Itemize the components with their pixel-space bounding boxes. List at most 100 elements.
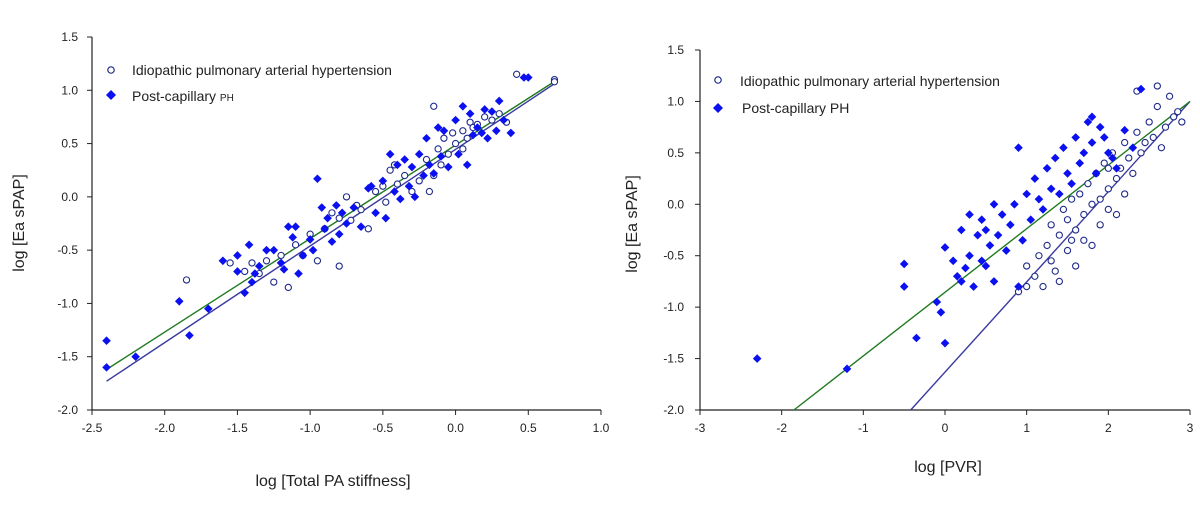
left-iph-point <box>262 257 271 265</box>
right-iph-point <box>1059 205 1068 214</box>
left-iph-point <box>347 216 355 224</box>
left-iph-fit-line <box>106 81 558 382</box>
right-y-tick-label: 0.5 <box>667 146 684 160</box>
left-x-tick-label: -1.5 <box>227 421 248 435</box>
left-x-tick-label: 0.5 <box>520 421 537 435</box>
right-iph-point <box>1055 277 1063 286</box>
left-post-capillary-point <box>407 162 417 172</box>
left-post-capillary-point <box>102 363 111 372</box>
right-iph-point <box>1149 133 1157 142</box>
left-post-capillary-point <box>204 304 213 314</box>
left-post-capillary-point <box>298 251 308 260</box>
right-post-capillary-point <box>1071 133 1080 142</box>
left-iph-point <box>430 102 438 110</box>
right-post-capillary-point <box>1136 84 1146 94</box>
left-post-capillary-point <box>131 352 140 362</box>
right-iph-point <box>1137 149 1145 157</box>
left-post-capillary-point <box>404 181 414 191</box>
right-x-tick-label: -1 <box>858 421 869 435</box>
left-post-capillary-point <box>390 187 399 196</box>
chart-pvr: -2.0 -1.5 -1.0 -0.5 0.0 0.5 1.0 1.5 -3 -2 -1 0 1 2 3 l… <box>624 43 1194 476</box>
left-post-capillary-point <box>174 296 184 306</box>
right-iph-point <box>1063 246 1072 255</box>
left-legend-post-marker <box>106 90 116 100</box>
left-post-capillary-point <box>468 130 478 140</box>
left-iph-point <box>291 241 300 249</box>
left-post-capillary-point <box>356 222 366 231</box>
right-x-axis-title: log [PVR] <box>914 459 982 476</box>
right-post-capillary-point <box>1067 179 1076 189</box>
right-iph-point <box>1121 190 1129 198</box>
left-y-axis-title: log [Ea sPAP] <box>11 174 28 272</box>
left-post-capillary-point <box>506 128 516 138</box>
left-iph-point <box>495 110 503 118</box>
left-post-capillary-point <box>332 201 341 210</box>
right-post-capillary-point <box>1018 235 1027 245</box>
right-post-capillary-point <box>1108 153 1117 163</box>
left-iph-point <box>434 145 442 153</box>
right-iph-point <box>1145 118 1153 126</box>
right-x-tick-label: 1 <box>1023 421 1030 435</box>
right-post-capillary-point <box>752 354 762 363</box>
left-post-capillary-point <box>349 203 359 212</box>
right-iph-point <box>1047 221 1055 229</box>
right-iph-point <box>1104 164 1112 172</box>
left-iph-point <box>393 180 402 188</box>
left-iph-point <box>481 113 489 121</box>
left-post-capillary-point <box>323 213 332 223</box>
right-iph-point <box>1072 226 1080 234</box>
left-x-tick-label: -1.0 <box>300 421 321 435</box>
right-iph-point <box>1088 200 1096 208</box>
right-post-capillary-point <box>997 210 1007 219</box>
left-post-capillary-point <box>366 181 376 191</box>
right-iph-point <box>1153 82 1161 90</box>
right-post-capillary-point <box>981 225 991 235</box>
right-iph-point <box>1121 138 1129 147</box>
left-post-capillary-point <box>364 184 373 193</box>
left-post-capillary-point <box>462 160 472 170</box>
left-post-capillary-point <box>305 235 315 244</box>
left-iph-point <box>284 283 292 292</box>
right-post-capillary-point <box>1120 125 1129 135</box>
left-iph-point <box>437 161 445 169</box>
left-iph-point <box>270 278 278 286</box>
right-iph-point <box>1141 138 1149 147</box>
right-iph-point <box>1096 221 1104 229</box>
left-post-capillary-point <box>400 155 409 164</box>
left-iph-point <box>182 276 191 284</box>
right-y-tick-label: 1.5 <box>667 43 684 57</box>
right-iph-point <box>1170 113 1178 121</box>
right-post-capillary-point <box>948 256 958 266</box>
right-iph-point <box>1133 128 1141 136</box>
left-post-capillary-point <box>240 288 249 298</box>
right-post-capillary-point <box>1014 143 1023 153</box>
left-iph-point <box>415 177 423 185</box>
left-iph-point <box>335 262 343 270</box>
left-post-capillary-fit-line <box>106 79 558 371</box>
right-iph-point <box>1076 190 1084 198</box>
left-post-capillary-point <box>102 336 111 346</box>
left-iph-point <box>386 166 394 174</box>
right-iph-point <box>1161 123 1170 131</box>
left-post-capillary-point <box>233 267 242 276</box>
left-legend: Idiopathic pulmonary arterial hypertensi… <box>106 62 392 104</box>
right-iph-point <box>1125 154 1133 162</box>
right-iph-point <box>1100 159 1108 167</box>
left-iph-point <box>364 225 372 233</box>
right-iph-point <box>1055 231 1063 239</box>
left-post-capillary-point <box>327 237 337 246</box>
left-iph-point <box>248 259 256 267</box>
right-post-capillary-point <box>969 282 978 291</box>
left-post-capillary-point <box>480 105 489 114</box>
left-x-tick-label: -2.5 <box>82 421 103 435</box>
left-post-capillary-point <box>396 194 405 204</box>
left-post-capillary-point <box>419 171 428 180</box>
right-iph-point <box>1080 210 1088 219</box>
left-iph-point <box>444 150 452 158</box>
right-post-capillary-point <box>1022 189 1031 199</box>
right-iph-point <box>1157 144 1166 152</box>
right-post-capillary-point <box>977 256 987 266</box>
right-post-capillary-point <box>989 199 999 209</box>
left-post-capillary-point <box>439 126 449 136</box>
right-x-tick-label: 3 <box>1187 421 1194 435</box>
